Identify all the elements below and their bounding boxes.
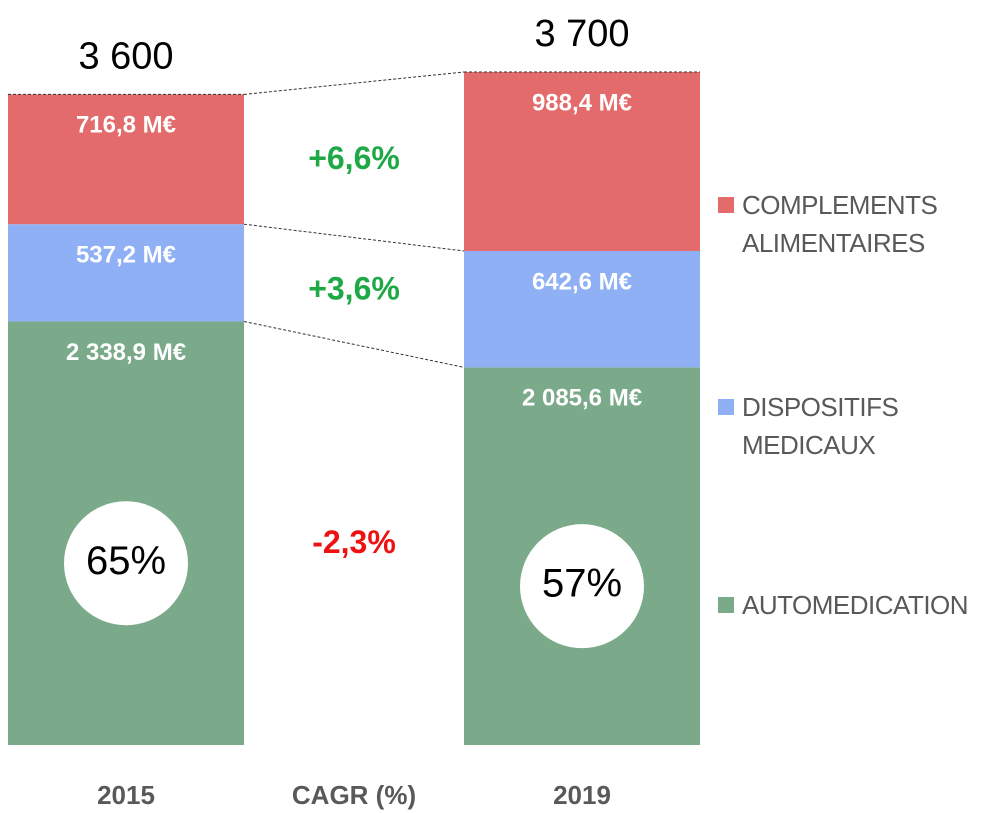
bar-segment	[464, 250, 700, 368]
legend-label: AUTOMEDICATION	[742, 590, 969, 620]
legend-item: DISPOSITIFS MEDICAUX	[718, 388, 988, 464]
legend-item: AUTOMEDICATION	[718, 586, 988, 624]
x-tick-label: 2019	[553, 780, 611, 810]
value-label: 642,6 M€	[532, 268, 632, 295]
connector	[243, 223, 465, 252]
value-label: 988,4 M€	[532, 89, 632, 116]
cagr-title: CAGR (%)	[292, 780, 416, 810]
value-label: 2 085,6 M€	[522, 385, 642, 412]
value-label: 537,2 M€	[76, 242, 176, 269]
total-label: 3 600	[78, 35, 173, 77]
legend-swatch	[718, 399, 734, 415]
connector	[243, 320, 465, 368]
value-label: 716,8 M€	[76, 112, 176, 139]
x-tick-label: 2015	[97, 780, 155, 810]
legend-item: COMPLEMENTS ALIMENTAIRES	[718, 186, 988, 262]
bar-segment	[464, 72, 700, 251]
cagr-label: +3,6%	[308, 270, 400, 306]
cagr-label: -2,3%	[312, 524, 396, 560]
total-label: 3 700	[534, 13, 629, 55]
cagr-label: +6,6%	[308, 140, 400, 176]
connector	[243, 71, 465, 95]
share-label: 65%	[86, 539, 166, 583]
share-label: 57%	[542, 562, 622, 606]
legend-label: DISPOSITIFS MEDICAUX	[742, 392, 899, 460]
share-circle	[64, 501, 188, 626]
legend-label: COMPLEMENTS ALIMENTAIRES	[742, 190, 938, 258]
bar-segment	[8, 94, 244, 225]
value-label: 2 338,9 M€	[66, 339, 186, 366]
share-circle	[520, 524, 644, 649]
legend-swatch	[718, 597, 734, 613]
legend-swatch	[718, 197, 734, 213]
bar-segment	[8, 224, 244, 322]
